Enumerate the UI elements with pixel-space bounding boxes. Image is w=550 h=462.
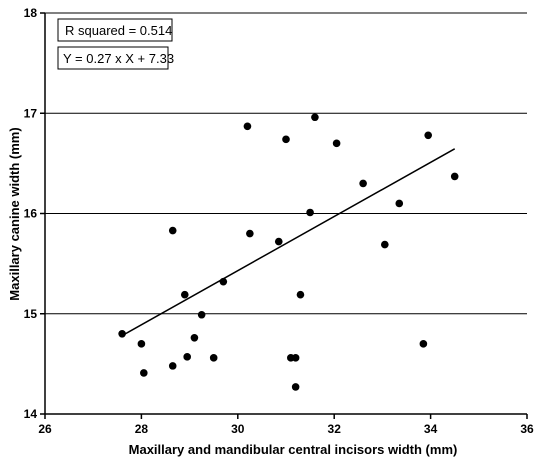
data-point xyxy=(168,226,177,235)
data-point xyxy=(296,290,305,299)
data-point xyxy=(243,122,252,131)
x-axis-title: Maxillary and mandibular central incisor… xyxy=(129,442,458,457)
data-point xyxy=(424,131,432,140)
data-point xyxy=(140,369,148,377)
x-tick-label: 34 xyxy=(424,422,438,436)
data-point xyxy=(395,199,404,208)
y-tick-label: 17 xyxy=(24,106,38,120)
x-tick-label: 26 xyxy=(38,422,52,436)
data-point xyxy=(118,330,126,338)
data-point xyxy=(168,362,177,370)
data-points xyxy=(118,113,459,391)
data-point xyxy=(197,310,206,319)
equation-box: Y = 0.27 x X + 7.33 xyxy=(57,46,174,70)
data-point xyxy=(274,237,283,246)
ticks: 26 28 30 32 34 36 14 15 16 17 18 xyxy=(24,6,534,436)
regression-equation-text: Y = 0.27 x X + 7.33 xyxy=(63,51,174,66)
y-tick-label: 16 xyxy=(24,207,38,221)
data-point xyxy=(332,139,341,148)
data-point xyxy=(450,172,459,181)
r-squared-box: R squared = 0.514 xyxy=(57,18,173,42)
data-point xyxy=(137,340,146,348)
data-point xyxy=(190,334,199,342)
data-point xyxy=(311,113,319,122)
data-point xyxy=(359,179,367,188)
regression-line xyxy=(121,148,456,337)
data-point xyxy=(183,353,191,361)
y-tick-label: 14 xyxy=(24,407,38,421)
x-tick-label: 32 xyxy=(328,422,342,436)
regression-line-group xyxy=(121,148,456,337)
r-squared-text: R squared = 0.514 xyxy=(65,23,172,38)
y-tick-label: 18 xyxy=(24,6,38,20)
data-point xyxy=(246,229,254,238)
x-tick-label: 36 xyxy=(520,422,534,436)
data-point xyxy=(282,135,290,144)
y-tick-label: 15 xyxy=(24,307,38,321)
data-point xyxy=(219,277,228,286)
data-point xyxy=(291,383,300,391)
data-point xyxy=(381,240,389,249)
x-tick-label: 28 xyxy=(135,422,149,436)
grid-lines xyxy=(45,12,527,315)
data-point xyxy=(209,354,218,362)
y-axis-title: Maxillary canine width (mm) xyxy=(7,127,22,300)
data-point xyxy=(306,208,314,217)
data-point xyxy=(419,340,428,348)
data-point xyxy=(291,354,300,362)
x-tick-label: 30 xyxy=(231,422,245,436)
data-point xyxy=(180,290,189,299)
